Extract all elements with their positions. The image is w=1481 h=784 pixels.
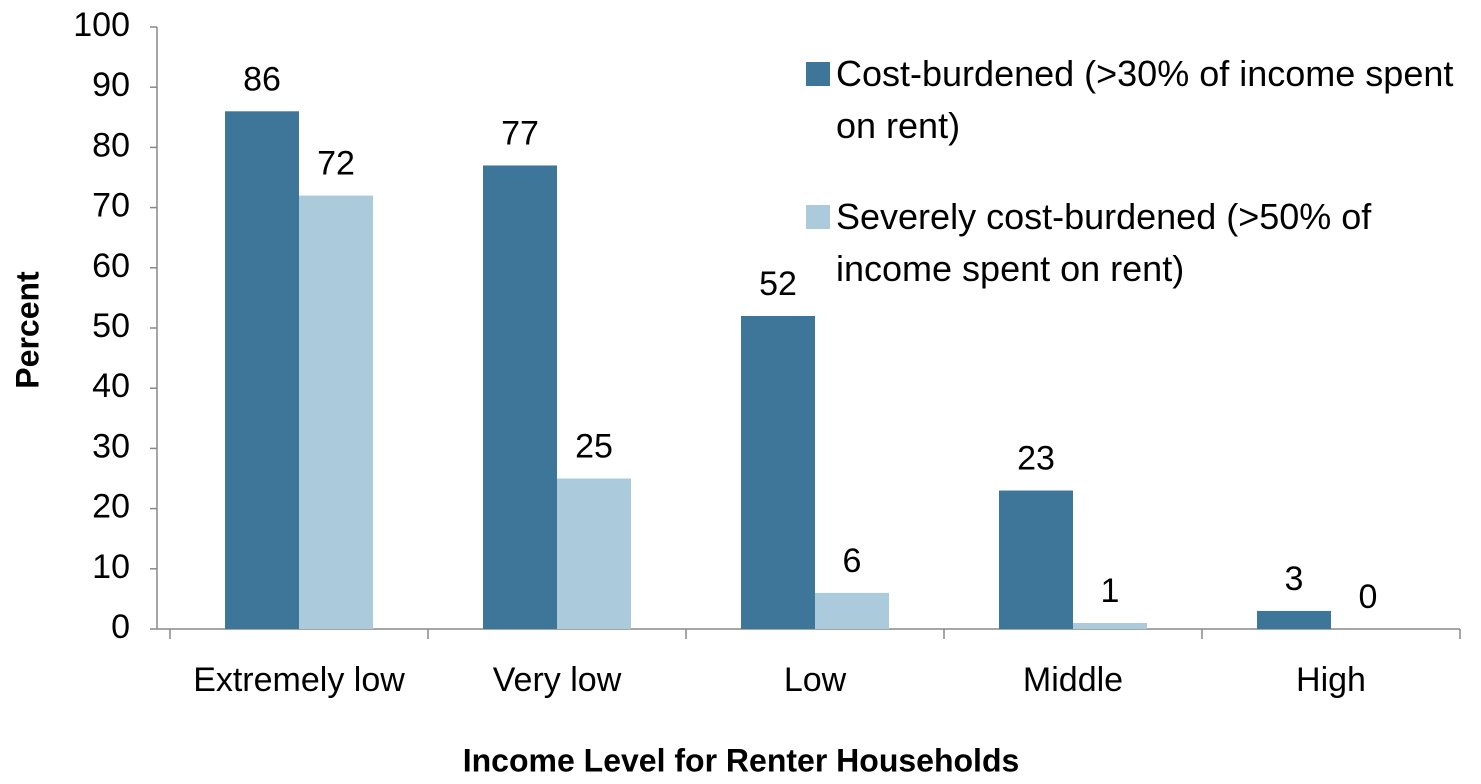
y-tick-label: 70 [92, 187, 130, 225]
x-axis-title: Income Level for Renter Households [463, 742, 1020, 778]
x-tick-label: Middle [1022, 661, 1124, 699]
data-label: 25 [575, 427, 613, 465]
x-tick-label: Low [783, 661, 847, 699]
y-axis-title: Percent [9, 271, 45, 389]
y-tick-label: 40 [92, 367, 130, 405]
x-tick-label: High [1296, 661, 1366, 699]
y-tick-label: 60 [92, 247, 130, 285]
y-tick-label: 80 [92, 126, 130, 164]
y-tick-label: 100 [73, 6, 130, 44]
bar [1073, 622, 1147, 629]
legend-label: Cost-burdened (>30% of income spent on r… [836, 53, 1454, 146]
x-tick-label: Very low [492, 661, 622, 699]
bar [557, 478, 631, 629]
y-tick-label: 90 [92, 66, 130, 104]
data-label: 23 [1017, 440, 1055, 478]
legend-swatch [806, 205, 830, 229]
y-tick-label: 10 [92, 548, 130, 586]
bar [483, 165, 557, 629]
bar [815, 592, 889, 629]
y-tick-label: 20 [92, 488, 130, 526]
bar [299, 195, 373, 629]
bar [741, 315, 815, 629]
data-label: 6 [843, 542, 862, 580]
y-tick-label: 50 [92, 307, 130, 345]
data-label: 3 [1285, 560, 1304, 598]
bar [1257, 610, 1331, 629]
data-label: 72 [317, 145, 355, 183]
data-label: 0 [1359, 578, 1378, 616]
data-label: 86 [243, 60, 281, 98]
data-label: 1 [1101, 572, 1120, 610]
x-tick-label: Extremely low [193, 661, 405, 699]
bar [999, 490, 1073, 629]
y-tick-label: 30 [92, 427, 130, 465]
legend-swatch [806, 62, 830, 86]
data-label: 77 [501, 114, 539, 152]
data-label: 52 [759, 265, 797, 303]
y-tick-label: 0 [111, 608, 130, 646]
legend-label: Severely cost-burdened (>50% of income s… [836, 196, 1372, 289]
bar [225, 111, 299, 629]
